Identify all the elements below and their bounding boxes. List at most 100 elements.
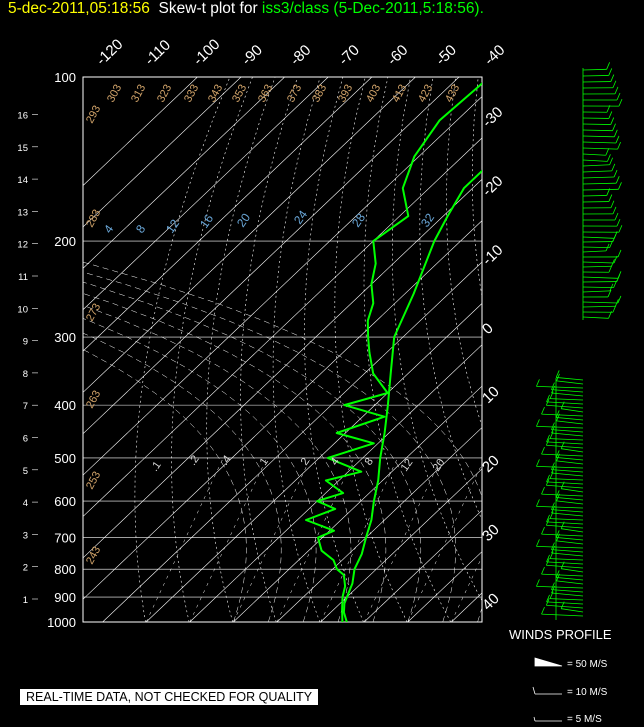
wind-barb-flag (608, 68, 613, 76)
isotherm-top-label: -40 (481, 42, 508, 69)
wind-barb (546, 444, 584, 449)
wind-barb (556, 580, 584, 585)
wind-legend-10: = 10 M/S (567, 687, 608, 698)
theta-label: 423 (416, 83, 435, 105)
wind-barb (556, 537, 584, 541)
wind-barb (561, 448, 584, 453)
mixing-ratio-line (276, 457, 355, 622)
dewpoint-trace (305, 82, 482, 622)
wind-barb-flag (609, 283, 614, 292)
wind-barb-flag (555, 530, 560, 538)
wind-barb (536, 545, 584, 549)
wind-barb (551, 432, 584, 437)
wind-legend-5: = 5 M/S (567, 714, 602, 725)
mixing-ratio-line (320, 457, 398, 622)
dry-adiabat (334, 77, 408, 622)
wind-barb-flag (560, 601, 565, 609)
wind-barb-flag (613, 280, 617, 288)
pressure-tick-label: 900 (54, 590, 76, 605)
wind-barb-flag (612, 206, 617, 215)
wind-barb-flag (551, 425, 555, 434)
wind-barb (536, 385, 584, 389)
height-km-label: 13 (17, 207, 28, 218)
isotherm (83, 77, 373, 352)
wind-barb-flag (606, 62, 611, 70)
wind-barb (556, 540, 584, 545)
height-km-label: 16 (17, 111, 28, 122)
wind-barb (551, 429, 584, 433)
wind-barb-flag (612, 305, 617, 313)
theta-label: 293 (84, 104, 103, 126)
mixing-ratio-line (145, 457, 224, 622)
wind-barb-flag (605, 148, 610, 156)
wind-barb (546, 401, 584, 405)
isotherm-right-label: -20 (479, 173, 506, 200)
mixing-ratio-line (407, 463, 482, 622)
mixing-label: 8 (133, 222, 148, 236)
wind-barb-flag (546, 474, 550, 483)
wind-barb (582, 236, 615, 239)
wind-barb-flag (549, 511, 554, 519)
wind-barb (561, 608, 584, 613)
wind-barb (582, 250, 607, 253)
wind-barb (541, 413, 584, 417)
wind-barb (550, 478, 584, 481)
wind-barb-flag (610, 74, 615, 82)
wind-barb-flag (536, 419, 540, 427)
wind-barb-flag (541, 446, 545, 455)
dry-adiabat (419, 77, 482, 521)
isotherm (83, 220, 482, 600)
isotherm (83, 77, 242, 228)
wind-barb-flag (555, 370, 560, 378)
wind-barb (546, 441, 584, 445)
dry-adiabat (363, 77, 451, 622)
mixing-small-label: 8 (363, 456, 376, 468)
wind-barb (550, 518, 584, 521)
isotherm-right-label: -10 (479, 242, 506, 269)
wind-barb (582, 301, 618, 304)
isotherm-right-label: 40 (479, 590, 503, 614)
chart-header: 5-dec-2011,05:18:56 Skew-t plot for iss3… (8, 0, 484, 18)
wind-barb-flag (545, 518, 550, 526)
theta-label: 433 (443, 83, 462, 105)
wind-barb-flag (618, 225, 623, 233)
wind-barb-flag (612, 234, 617, 242)
wind-barb-flag (606, 188, 611, 196)
wind-barb-flag (613, 169, 618, 178)
dry-adiabat (171, 77, 253, 622)
wind-barb (582, 75, 609, 77)
wind-barb-flag (536, 539, 540, 547)
wind-barb-flag (616, 92, 621, 101)
wind-barb-flag (610, 200, 615, 208)
wind-barb (536, 425, 584, 429)
theta-label: 273 (84, 302, 103, 324)
wind-barb-flag (541, 486, 545, 495)
wind-barb-flag (613, 255, 618, 264)
wind-barb-flag (549, 471, 554, 479)
wind-barb (536, 465, 584, 469)
height-km-label: 14 (17, 175, 28, 186)
isotherm-top-label: -110 (141, 37, 174, 69)
wind-barb (546, 561, 584, 565)
wind-barb-flag (549, 431, 554, 439)
height-km-label: 1 (23, 595, 28, 606)
wind-barb (582, 182, 617, 185)
dry-adiabat (497, 77, 644, 622)
wind-barb-flag (555, 570, 560, 578)
wind-barb (546, 564, 584, 569)
isotherm-right-label: 10 (479, 383, 503, 407)
isotherm (276, 427, 482, 622)
wind-barb (541, 453, 584, 457)
wind-barb-flag (560, 401, 565, 409)
winds-profile (532, 62, 623, 722)
wind-barb (551, 552, 584, 557)
wind-barb-flag (560, 521, 565, 529)
theta-label: 363 (256, 83, 275, 105)
wind-barb (556, 500, 584, 505)
wind-barb (551, 549, 584, 553)
dry-adiabat (272, 77, 321, 622)
wind-barb (582, 246, 610, 249)
wind-barb-flag (617, 141, 621, 150)
wind-barb (582, 316, 609, 319)
